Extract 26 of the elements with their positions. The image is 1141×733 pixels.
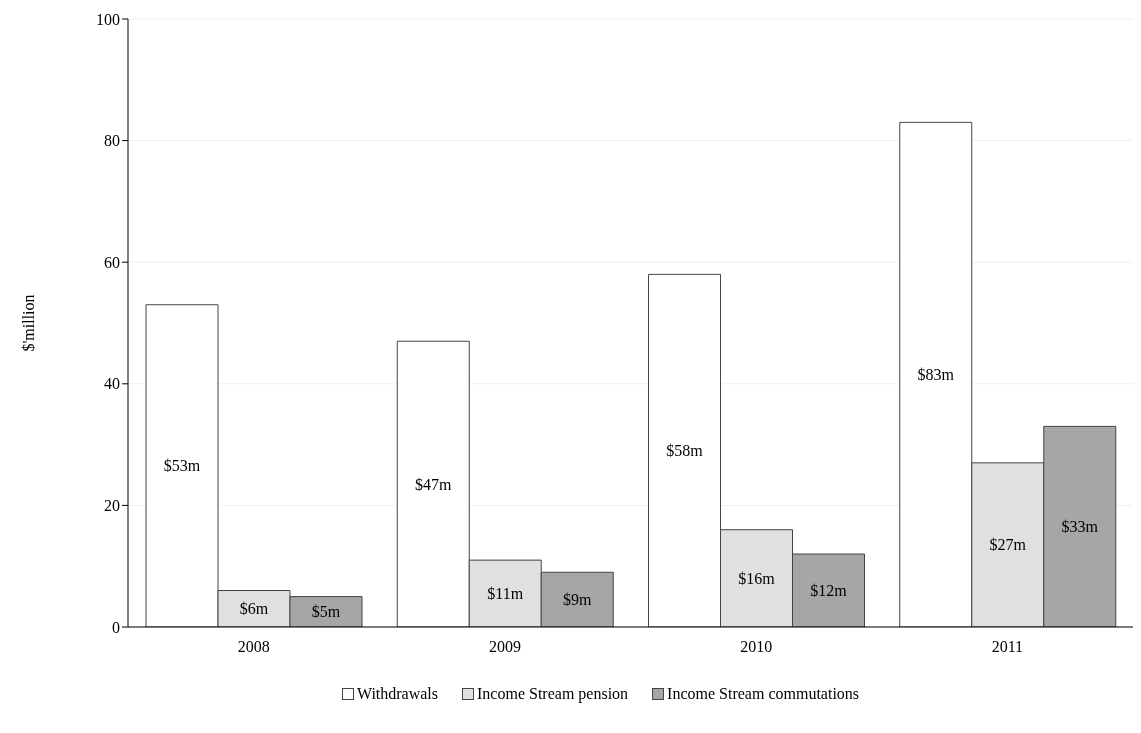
x-tick-label: 2008 xyxy=(237,638,270,656)
data-label: $47m xyxy=(415,475,453,493)
x-tick-label: 2011 xyxy=(991,638,1024,656)
data-label: $58m xyxy=(666,442,704,460)
data-label: $6m xyxy=(239,600,269,618)
legend-label: Withdrawals xyxy=(355,685,439,703)
data-label: $9m xyxy=(563,591,593,609)
y-tick-label: 0 xyxy=(112,618,120,636)
x-tick-label: 2009 xyxy=(488,638,521,656)
data-label: $33m xyxy=(1061,518,1099,536)
legend-label: Income Stream commutations xyxy=(666,685,860,703)
y-tick-label: 20 xyxy=(104,497,120,515)
data-label: $11m xyxy=(487,585,524,603)
y-tick-label: 60 xyxy=(104,253,120,271)
data-label: $27m xyxy=(989,536,1027,554)
data-label: $53m xyxy=(163,457,201,475)
data-label: $12m xyxy=(810,582,848,600)
legend-label: Income Stream pension xyxy=(476,685,629,703)
y-axis-title: $'million xyxy=(19,294,37,352)
data-label: $5m xyxy=(311,603,341,621)
y-tick-label: 100 xyxy=(96,10,120,28)
data-label: $83m xyxy=(917,366,955,384)
data-label: $16m xyxy=(738,569,776,587)
y-tick-label: 80 xyxy=(104,132,120,150)
x-tick-label: 2010 xyxy=(740,638,773,656)
y-tick-label: 40 xyxy=(104,375,120,393)
